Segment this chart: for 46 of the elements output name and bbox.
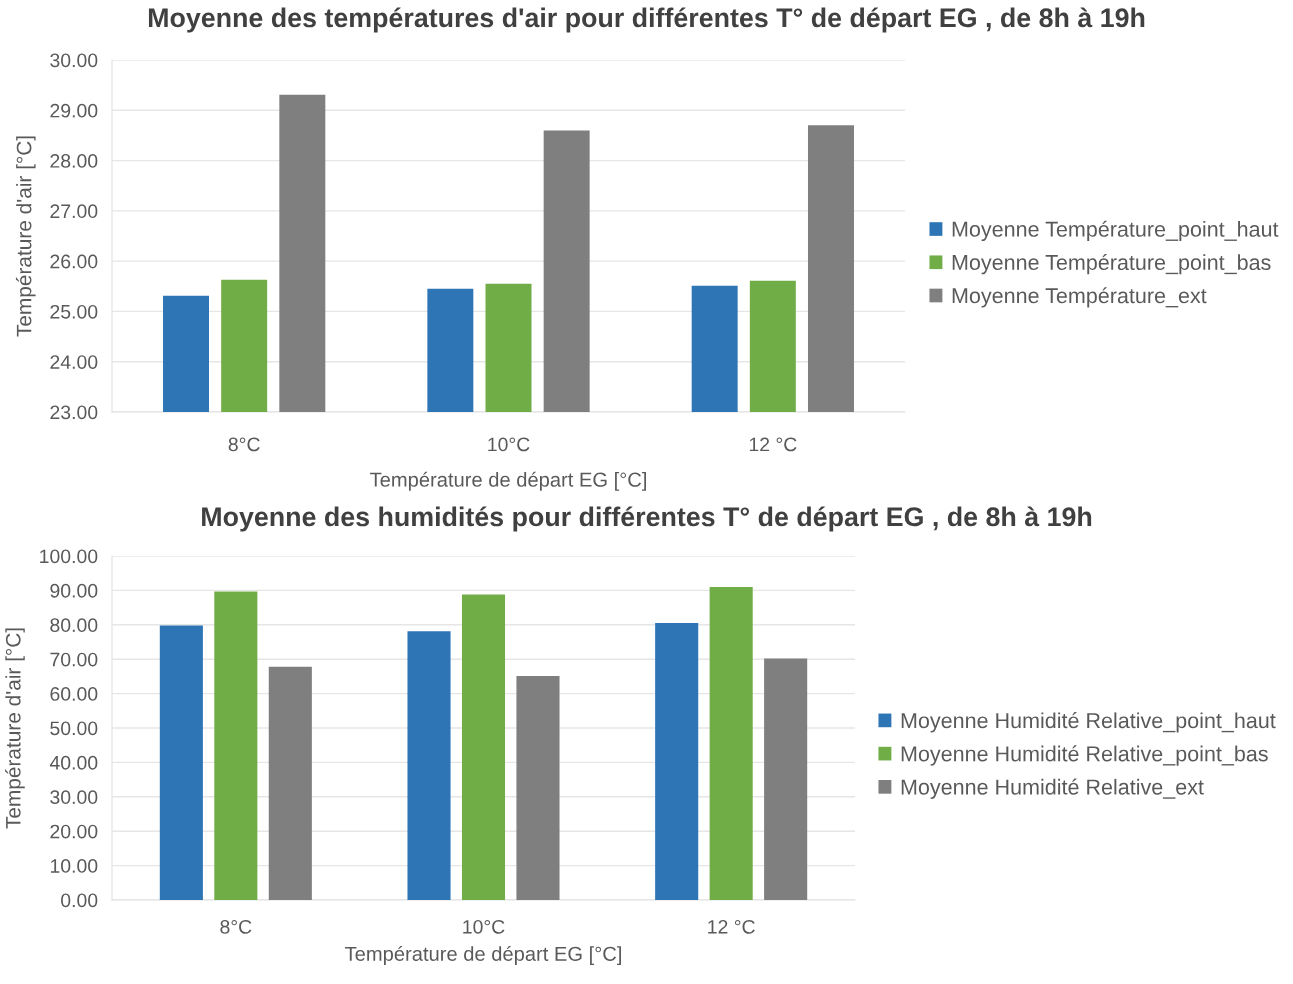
- y-tick-label: 29.00: [50, 103, 98, 118]
- bar: [159, 625, 203, 900]
- y-tick-label: 10.00: [50, 859, 98, 873]
- y-tick-label: 20.00: [50, 824, 98, 839]
- x-tick-label: 10°C: [463, 919, 505, 934]
- y-tick-label: 60.00: [50, 687, 98, 701]
- y-tick-label: 30.00: [50, 53, 98, 68]
- y-tick-label: 100.00: [40, 549, 98, 564]
- y-tick-label: 80.00: [50, 618, 98, 633]
- x-tick-label: 10°C: [488, 437, 530, 452]
- x-axis-title: Température de départ EG [°C]: [370, 471, 646, 491]
- y-tick-label: 24.00: [50, 355, 98, 369]
- y-tick-label: 28.00: [50, 154, 98, 168]
- y-axis-title: Température d'air [°C]: [15, 136, 36, 337]
- y-tick-label: 27.00: [50, 204, 98, 219]
- y-tick-label: 26.00: [50, 254, 98, 269]
- legend-label: Moyenne Température_ext: [952, 287, 1207, 308]
- x-tick-label: 8°C: [220, 919, 252, 934]
- y-tick-label: 23.00: [50, 405, 98, 420]
- chart-title: Moyenne des humidités pour différentes T° de départ EG , de 8h à 19h: [202, 506, 1092, 532]
- bar: [407, 631, 451, 900]
- y-tick-label: 70.00: [50, 652, 98, 667]
- y-tick-label: 50.00: [50, 721, 98, 736]
- legend-label: Moyenne Humidité Relative_point_bas: [901, 745, 1268, 766]
- y-tick-label: 40.00: [49, 755, 98, 770]
- legend-label: Moyenne Humidité Relative_point_haut: [901, 712, 1276, 733]
- x-tick-label: 12 °C: [749, 437, 797, 452]
- y-axis-title: Température d'air [°C]: [5, 628, 25, 829]
- y-tick-label: 30.00: [50, 790, 98, 805]
- bar: [764, 658, 808, 900]
- bar: [516, 676, 560, 900]
- bar: [709, 586, 753, 900]
- y-tick-label: 25.00: [50, 304, 98, 319]
- x-tick-label: 8°C: [228, 437, 260, 452]
- bar: [214, 591, 258, 900]
- y-tick-label: 0.00: [61, 893, 98, 908]
- bar: [268, 666, 312, 900]
- x-axis-title: Température de départ EG [°C]: [345, 945, 621, 965]
- legend-label: Moyenne Humidité Relative_ext: [901, 778, 1204, 799]
- bar: [461, 594, 506, 900]
- y-tick-label: 90.00: [50, 583, 98, 598]
- legend-label: Moyenne Température_point_bas: [952, 254, 1271, 275]
- legend-label: Moyenne Température_point_haut: [952, 220, 1279, 242]
- x-tick-label: 12 °C: [708, 919, 755, 934]
- chart-title: Moyenne des températures d'air pour différentes T° de départ EG , de 8h à 19h: [148, 7, 1145, 33]
- bar: [655, 623, 699, 900]
